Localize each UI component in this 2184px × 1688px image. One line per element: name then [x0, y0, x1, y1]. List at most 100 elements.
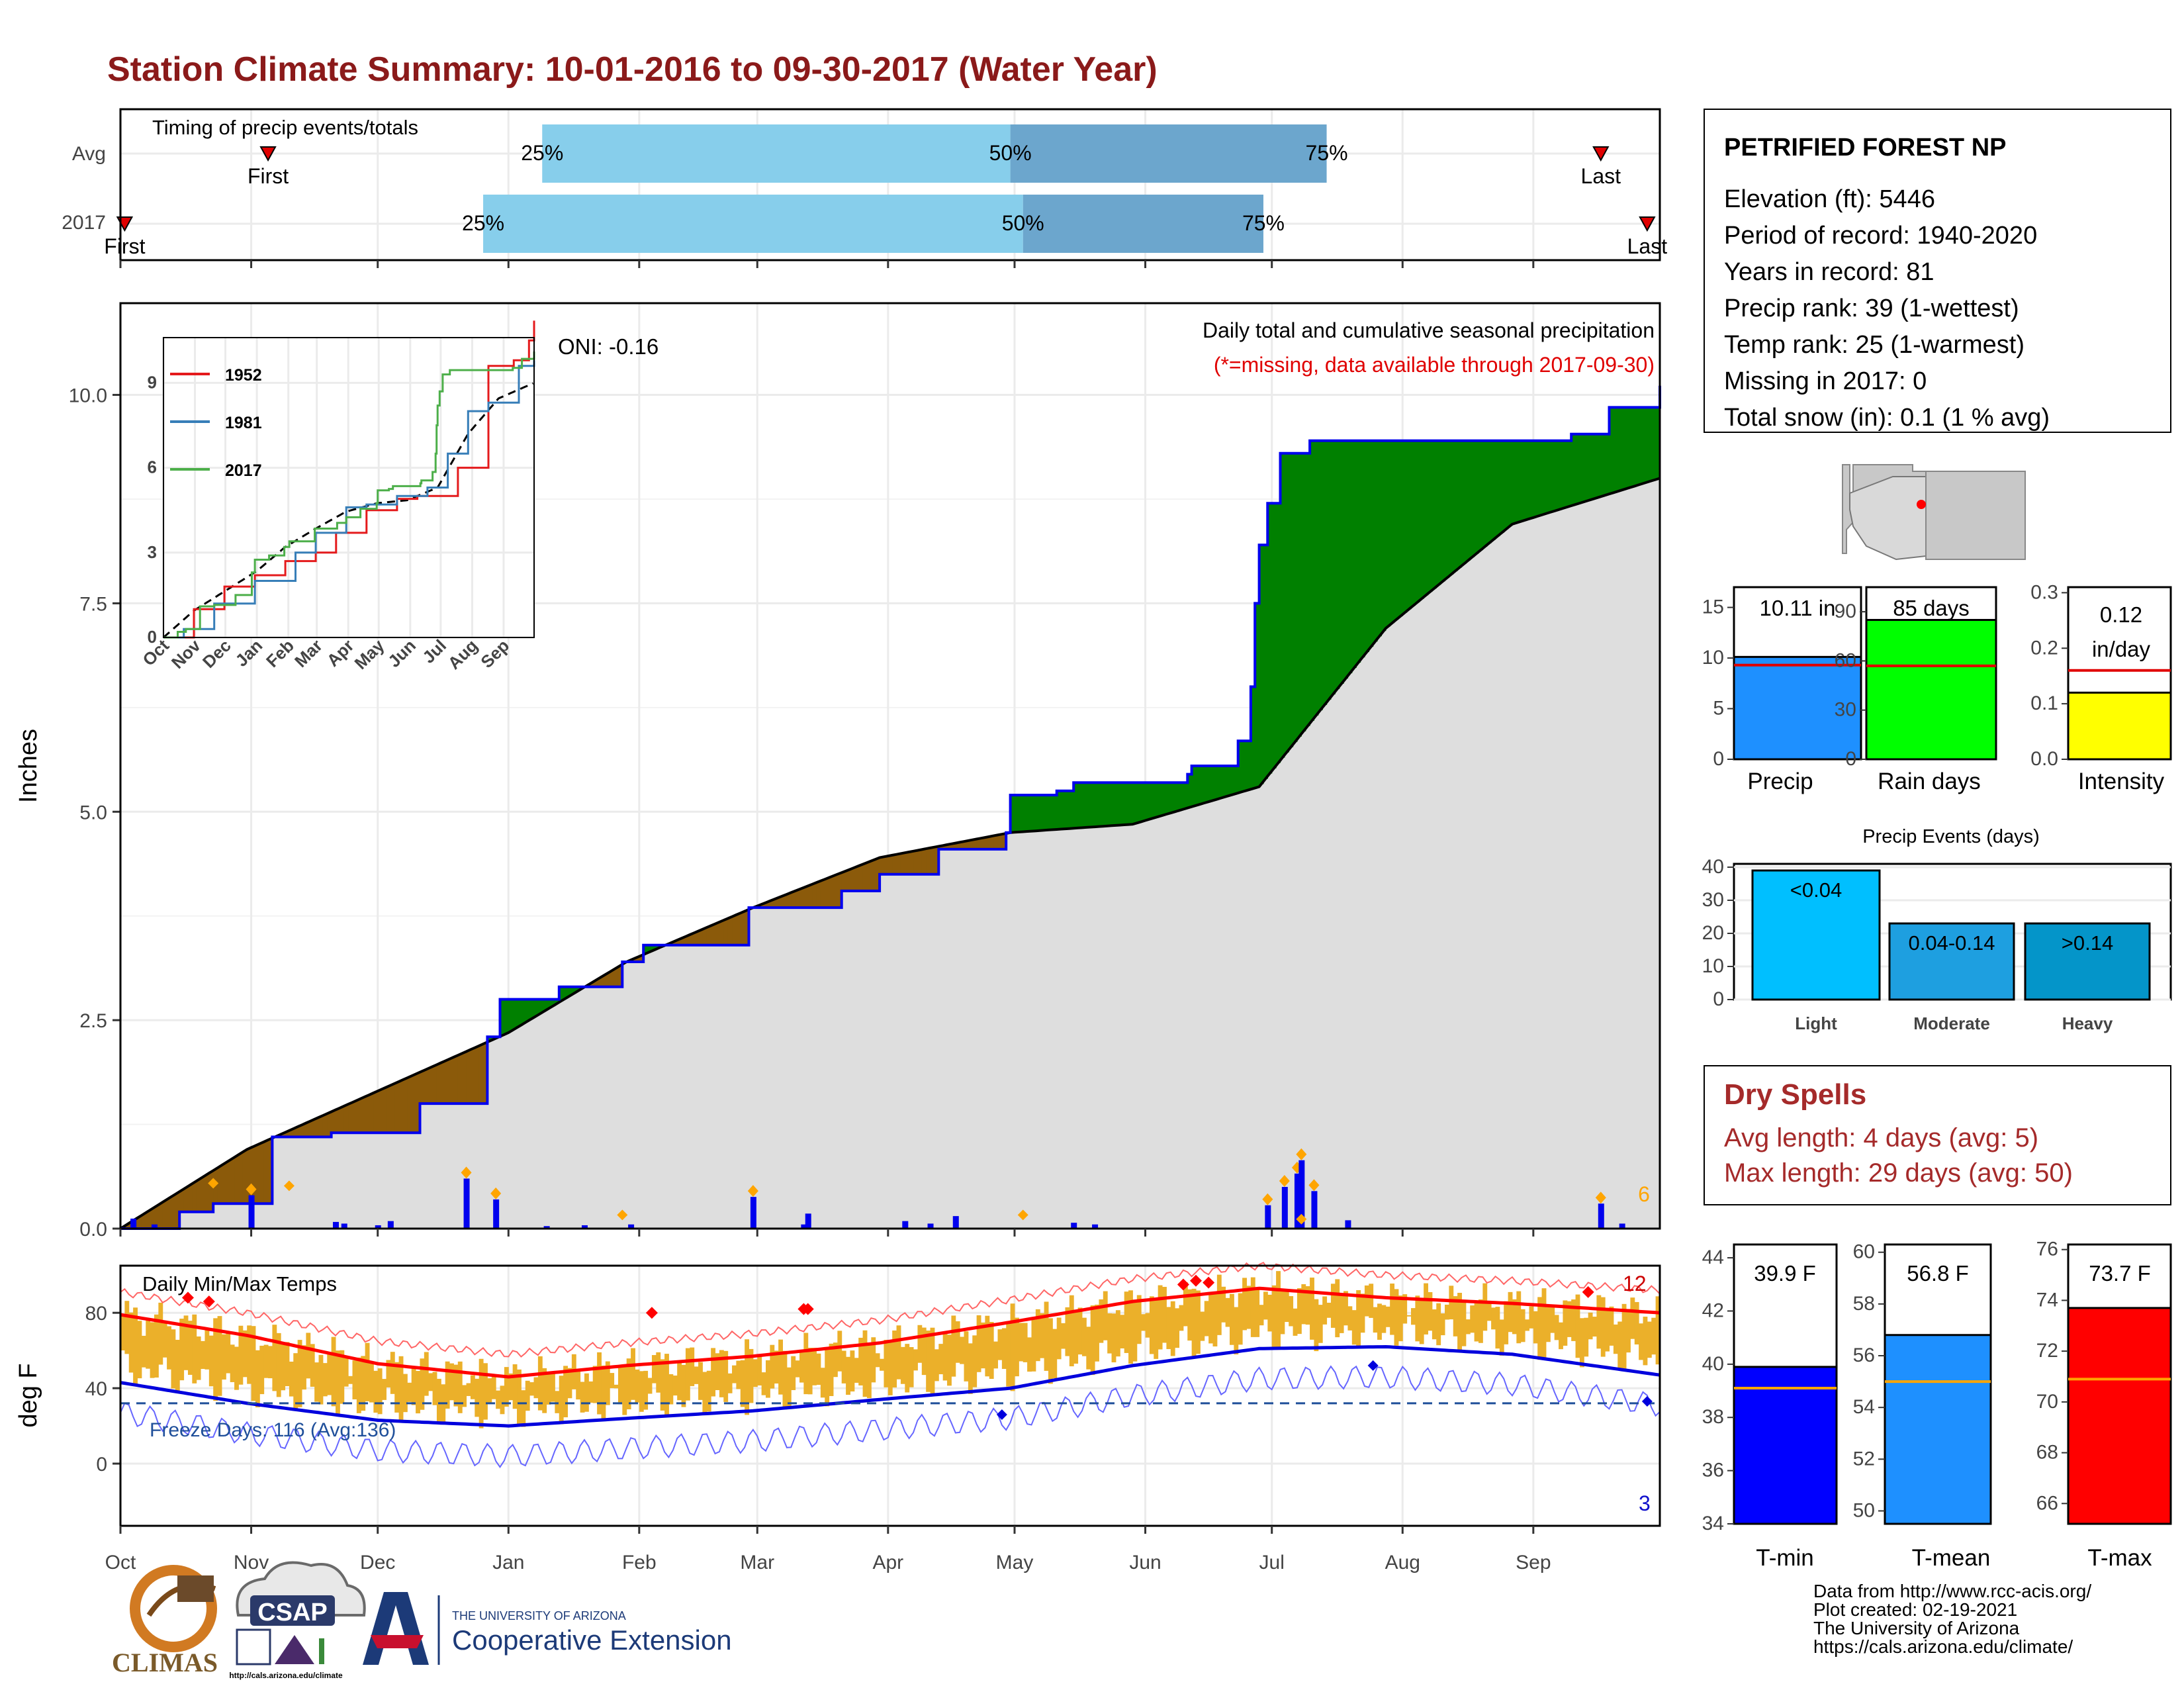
precip-event-value: <0.04: [1790, 878, 1842, 902]
daily-temp-range-bar: [1617, 1321, 1623, 1369]
daily-temp-range-bar: [567, 1368, 572, 1399]
daily-temp-range-bar: [711, 1348, 716, 1397]
daily-temp-range-bar: [732, 1365, 737, 1383]
precip-deficit-fill: [340, 1107, 345, 1133]
precip-surplus-fill: [1326, 440, 1332, 700]
events-tick-label: 30: [1702, 889, 1724, 911]
precip-deficit-fill: [226, 1161, 231, 1204]
precip-deficit-fill: [289, 1129, 294, 1137]
daily-temp-range-bar: [1136, 1295, 1142, 1344]
precip-deficit-fill: [238, 1153, 244, 1204]
summary-tick-label: 0: [1845, 748, 1856, 770]
precip-surplus-fill: [1364, 440, 1369, 653]
daily-temp-range-bar: [892, 1330, 897, 1388]
hot-days-count: 12: [1623, 1272, 1647, 1295]
daily-temp-range-bar: [757, 1356, 762, 1385]
daily-temp-range-bar: [993, 1341, 999, 1369]
precip-surplus-fill: [1495, 440, 1500, 537]
precip-deficit-fill: [862, 863, 868, 891]
timing-bar-50-75: [1023, 195, 1263, 253]
daily-temp-range-bar: [917, 1325, 923, 1363]
precip-deficit-fill: [213, 1169, 218, 1204]
daily-temp-range-bar: [340, 1350, 345, 1404]
precip-deficit-fill: [242, 1150, 248, 1204]
precip-surplus-fill: [1465, 440, 1471, 561]
daily-temp-range-bar: [1120, 1315, 1125, 1348]
month-label: Jun: [1129, 1552, 1161, 1573]
daily-temp-range-bar: [1115, 1310, 1120, 1357]
precip-surplus-fill: [1584, 434, 1589, 502]
daily-temp-range-bar: [1175, 1308, 1180, 1348]
daily-temp-range-bar: [416, 1371, 420, 1414]
precip-surplus-fill: [1533, 440, 1538, 517]
timing-label-75: 75%: [1306, 141, 1348, 165]
precip-deficit-fill: [327, 1112, 332, 1137]
precip-deficit-fill: [183, 1188, 189, 1212]
daily-temp-range-bar: [1061, 1323, 1066, 1349]
daily-temp-range-bar: [171, 1329, 176, 1389]
precip-surplus-fill: [1482, 440, 1488, 547]
daily-temp-range-bar: [162, 1323, 167, 1358]
daily-precip-bar: [1092, 1224, 1099, 1229]
daily-temp-range-bar: [1609, 1306, 1614, 1346]
daily-temp-range-bar: [263, 1344, 269, 1378]
precip-surplus-fill: [1440, 440, 1445, 582]
precip-deficit-fill: [475, 1047, 480, 1104]
precip-surplus-fill: [1056, 790, 1062, 829]
daily-temp-range-bar: [1592, 1317, 1597, 1337]
daily-temp-range-bar: [820, 1368, 825, 1398]
daily-temp-range-bar: [154, 1314, 159, 1378]
daily-temp-range-bar: [778, 1339, 783, 1395]
daily-temp-range-bar: [542, 1368, 547, 1413]
daily-temp-range-bar: [382, 1379, 387, 1400]
daily-temp-range-bar: [402, 1374, 408, 1413]
daily-temp-range-bar: [875, 1353, 880, 1368]
daily-temp-range-bar: [955, 1321, 960, 1363]
daily-temp-range-bar: [466, 1383, 471, 1396]
daily-temp-range-bar: [483, 1363, 488, 1420]
daily-temp-range-bar: [1048, 1318, 1053, 1384]
precip-deficit-fill: [310, 1120, 315, 1137]
precip-deficit-fill: [373, 1092, 379, 1133]
inset-y-tick-label: 6: [148, 457, 157, 477]
precip-panel-frame: [119, 302, 1661, 1230]
daily-temp-range-bar: [1554, 1315, 1559, 1340]
precip-surplus-fill: [651, 945, 657, 951]
daily-temp-range-bar: [972, 1335, 978, 1387]
daily-temp-range-bar: [1545, 1307, 1551, 1342]
daily-temp-range-bar: [398, 1356, 404, 1421]
daily-temp-range-bar: [913, 1349, 918, 1371]
precip-surplus-fill: [1048, 795, 1053, 830]
precip-surplus-fill: [1044, 795, 1049, 831]
precip-deficit-fill: [833, 874, 838, 908]
daily-temp-range-bar: [1031, 1319, 1036, 1372]
precip-surplus-fill: [1204, 766, 1209, 803]
precip-deficit-fill: [601, 976, 606, 987]
daily-temp-range-bar: [322, 1363, 328, 1397]
daily-temp-range-bar: [525, 1380, 530, 1411]
precip-surplus-fill: [1196, 766, 1201, 805]
station-name: PETRIFIED FOREST NP: [1724, 134, 2006, 162]
precip-surplus-fill: [517, 999, 522, 1027]
precip-surplus-fill: [533, 999, 539, 1017]
precip-deficit-fill: [736, 914, 741, 945]
precip-surplus-fill: [1027, 795, 1032, 831]
daily-temp-range-bar: [1347, 1306, 1353, 1331]
precip-deficit-fill: [398, 1080, 404, 1133]
temp-summary-tick-label: 68: [2036, 1442, 2058, 1464]
daily-temp-range-bar: [1621, 1303, 1627, 1369]
precip-surplus-fill: [1647, 407, 1652, 482]
temp-summary-tick-label: 34: [1702, 1513, 1724, 1534]
precip-surplus-fill: [1491, 440, 1496, 540]
daily-precip-bar: [1294, 1173, 1300, 1229]
daily-temp-range-bar: [588, 1381, 594, 1403]
daily-temp-range-bar: [816, 1353, 821, 1385]
daily-temp-range-bar: [327, 1354, 332, 1395]
daily-precip-bar: [151, 1224, 158, 1229]
precip-surplus-fill: [571, 986, 576, 994]
daily-temp-range-bar: [1166, 1307, 1171, 1350]
precip-surplus-fill: [1541, 440, 1547, 514]
temp-average-min-line: [120, 1344, 1661, 1428]
precip-y-ticks: 0.0 2.5 5.0 7.5 10.0: [69, 385, 120, 1241]
precip-surplus-fill: [1613, 407, 1618, 492]
